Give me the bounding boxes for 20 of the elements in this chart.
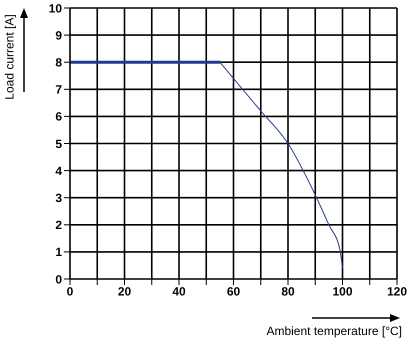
x-axis-title: Ambient temperature [°C] (266, 324, 402, 338)
y-tick-label: 6 (55, 110, 62, 124)
x-tick-label: 20 (118, 284, 132, 299)
x-tick-label: 120 (386, 284, 408, 299)
x-tick-label: 100 (332, 284, 353, 299)
y-tick-label: 9 (55, 28, 62, 42)
y-axis-title: Load current [A] (3, 14, 18, 100)
x-tick-label: 80 (281, 284, 295, 299)
y-tick-label: 1 (55, 245, 62, 260)
y-tick-label: 8 (55, 55, 62, 70)
y-tick-label: 0 (55, 272, 62, 286)
y-tick-label: 5 (55, 136, 62, 151)
x-tick-label: 60 (226, 284, 240, 299)
y-tick-label: 7 (55, 82, 62, 97)
x-tick-label: 0 (66, 284, 74, 299)
y-tick-label: 4 (55, 164, 62, 178)
y-tick-label: 3 (55, 190, 62, 205)
y-tick-label: 10 (48, 1, 62, 16)
x-tick-label: 40 (172, 284, 186, 299)
y-tick-label: 2 (55, 218, 62, 232)
